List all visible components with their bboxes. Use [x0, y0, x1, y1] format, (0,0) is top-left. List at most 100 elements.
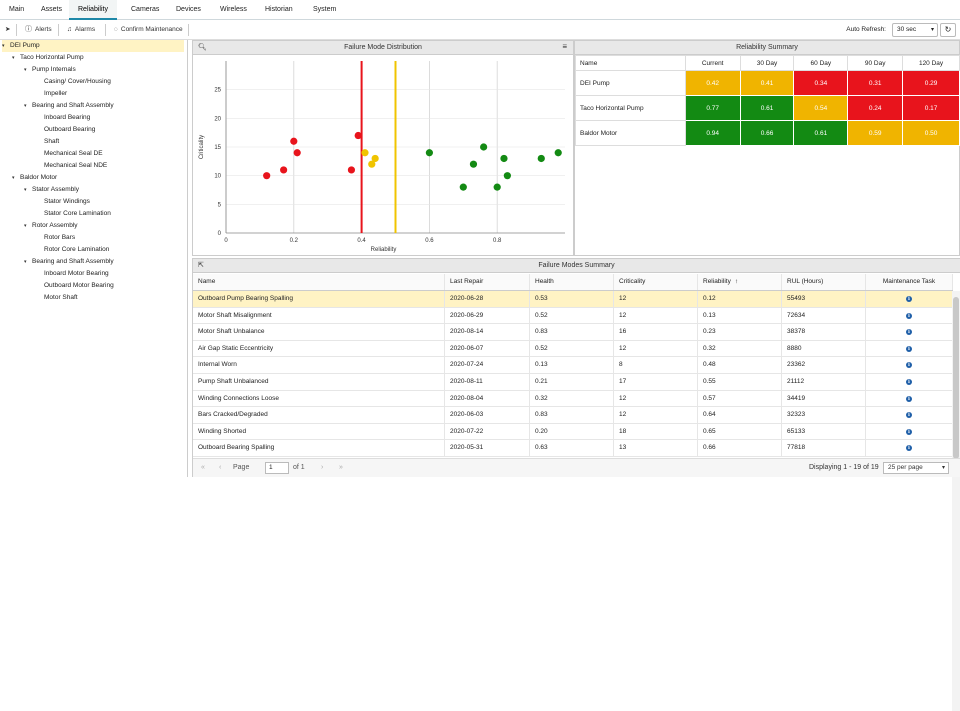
refresh-button[interactable]: ↻: [940, 23, 956, 37]
tab-main[interactable]: Main: [9, 6, 25, 13]
column-header[interactable]: Name: [193, 274, 445, 290]
tree-node[interactable]: Inboard Bearing: [36, 112, 90, 124]
next-page-icon[interactable]: ›: [321, 464, 324, 471]
locate-button[interactable]: ➤: [2, 23, 13, 37]
info-icon[interactable]: i: [906, 379, 912, 385]
tree-node[interactable]: ▾ DEI Pump: [2, 40, 184, 52]
tab-reliability[interactable]: Reliability: [69, 0, 117, 20]
sort-ascending-icon[interactable]: ↑: [734, 278, 739, 285]
expand-toggle-icon[interactable]: ▾: [12, 55, 15, 61]
tab-historian[interactable]: Historian: [265, 6, 293, 13]
tree-node[interactable]: Inboard Motor Bearing: [36, 268, 109, 280]
info-icon[interactable]: i: [906, 345, 912, 352]
bell-icon: ♫: [67, 26, 72, 33]
column-header[interactable]: 60 Day: [793, 55, 849, 71]
last-page-icon[interactable]: »: [339, 464, 343, 471]
info-icon[interactable]: i: [906, 445, 912, 452]
tab-devices[interactable]: Devices: [176, 6, 201, 13]
tree-node[interactable]: Stator Windings: [36, 196, 90, 208]
column-header[interactable]: Current: [684, 55, 741, 71]
tree-node[interactable]: Mechanical Seal NDE: [36, 160, 107, 172]
menu-icon[interactable]: ≡: [562, 42, 567, 51]
info-icon[interactable]: i: [906, 362, 912, 369]
x-tick-label: 0.6: [425, 238, 434, 244]
table-row[interactable]: DEI Pump 0.42 0.41 0.34 0.31 0.29: [575, 70, 960, 96]
column-header[interactable]: Reliability ↑: [698, 274, 782, 290]
table-row[interactable]: Internal Worn 2020-07-24 0.13 8 0.48 23362 i: [193, 357, 953, 374]
tree-node[interactable]: Rotor Core Lamination: [36, 244, 109, 256]
expand-icon[interactable]: ⇱: [198, 262, 204, 269]
table-row[interactable]: Motor Shaft Unbalance 2020-08-14 0.83 16 0.2…: [193, 324, 953, 341]
info-icon[interactable]: i: [906, 329, 912, 336]
tree-node[interactable]: ▾ Taco Horizontal Pump: [12, 52, 84, 64]
expand-toggle-icon[interactable]: ▾: [24, 223, 27, 229]
first-page-icon[interactable]: «: [201, 464, 205, 471]
tab-system[interactable]: System: [313, 6, 337, 13]
info-icon[interactable]: i: [906, 395, 912, 402]
tree-node[interactable]: ▾ Bearing and Shaft Assembly: [24, 256, 114, 268]
tab-cameras[interactable]: Cameras: [131, 6, 160, 13]
expand-toggle-icon[interactable]: ▾: [12, 175, 15, 181]
table-row[interactable]: Motor Shaft Misalignment 2020-06-29 0.52 12…: [193, 307, 953, 325]
tree-node-label: Outboard Bearing: [44, 126, 96, 133]
tree-node[interactable]: Rotor Bars: [36, 232, 75, 244]
info-icon[interactable]: i: [906, 412, 912, 419]
column-header[interactable]: Criticality: [614, 274, 698, 290]
expand-toggle-icon[interactable]: ▾: [24, 187, 27, 193]
alerts-button[interactable]: ⓘ Alerts: [22, 23, 55, 37]
expand-toggle-icon[interactable]: ▾: [24, 103, 27, 109]
tab-wireless[interactable]: Wireless: [220, 6, 247, 13]
column-header-label: Reliability: [703, 278, 731, 285]
table-cell: 2020-07-24: [445, 357, 530, 373]
table-row[interactable]: Winding Connections Loose 2020-08-04 0.32 1…: [193, 390, 953, 408]
tree-node[interactable]: Outboard Motor Bearing: [36, 280, 114, 292]
column-header[interactable]: Name: [575, 55, 686, 71]
tree-node[interactable]: Outboard Bearing: [36, 124, 95, 136]
failure-mode-distribution-panel: Failure Mode Distribution 🔍︎ ≡ 0 0.2 0.4 0.…: [192, 40, 574, 256]
column-header[interactable]: Maintenance Task: [866, 274, 953, 290]
column-header[interactable]: 90 Day: [847, 55, 904, 71]
column-header[interactable]: 120 Day: [902, 55, 960, 71]
table-row[interactable]: Winding Shorted 2020-07-22 0.20 18 0.65 65133…: [193, 423, 953, 441]
tree-node[interactable]: Casing/ Cover/Housing: [36, 76, 111, 88]
table-row[interactable]: Baldor Motor 0.94 0.66 0.61 0.59 0.50: [575, 120, 960, 146]
reliability-summary-title: Reliability Summary: [575, 41, 959, 55]
page-number-input[interactable]: 1: [265, 462, 289, 474]
tree-node[interactable]: ▾ Rotor Assembly: [24, 220, 78, 232]
table-row[interactable]: Taco Horizontal Pump 0.77 0.61 0.54 0.24 0.17: [575, 95, 960, 121]
failure-modes-summary-panel: Failure Modes Summary ⇱ Name Last Repair H…: [192, 258, 960, 711]
table-row[interactable]: Outboard Bearing Spalling 2020-05-31 0.63 1…: [193, 440, 953, 457]
per-page-select[interactable]: 25 per page ▾: [883, 462, 949, 474]
tree-node[interactable]: ▾ Bearing and Shaft Assembly: [24, 100, 114, 112]
column-header[interactable]: 30 Day: [739, 55, 795, 71]
tree-node[interactable]: Shaft: [36, 136, 59, 148]
scrollbar-thumb[interactable]: [953, 297, 959, 459]
alarms-button[interactable]: ♫ Alarms: [64, 23, 98, 37]
confirm-maintenance-button[interactable]: ◌ Confirm Maintenance: [111, 23, 186, 37]
column-header[interactable]: Last Repair: [445, 274, 530, 290]
column-header[interactable]: Health: [530, 274, 614, 290]
expand-toggle-icon[interactable]: ▾: [2, 43, 5, 49]
info-icon[interactable]: i: [906, 296, 912, 302]
tree-node[interactable]: ▾ Stator Assembly: [24, 184, 79, 196]
info-icon[interactable]: i: [906, 428, 912, 435]
expand-toggle-icon[interactable]: ▾: [24, 259, 27, 265]
tree-node[interactable]: Mechanical Seal DE: [36, 148, 103, 160]
tree-node[interactable]: Stator Core Lamination: [36, 208, 111, 220]
table-row[interactable]: Air Gap Static Eccentricity 2020-06-07 0.5…: [193, 340, 953, 358]
tree-node[interactable]: Impeller: [36, 88, 67, 100]
tree-node[interactable]: ▾ Baldor Motor: [12, 172, 57, 184]
info-icon[interactable]: i: [906, 312, 912, 319]
expand-toggle-icon[interactable]: ▾: [24, 67, 27, 73]
tab-assets[interactable]: Assets: [41, 6, 63, 13]
auto-refresh-select[interactable]: 30 sec ▾: [892, 23, 938, 37]
table-row[interactable]: Pump Shaft Unbalanced 2020-08-11 0.21 17 0.5…: [193, 374, 953, 391]
tree-node[interactable]: ▾ Pump Internals: [24, 64, 76, 76]
prev-page-icon[interactable]: ‹: [219, 464, 222, 471]
zoom-icon[interactable]: 🔍︎: [198, 44, 207, 51]
tree-node[interactable]: Motor Shaft: [36, 292, 78, 304]
table-row[interactable]: Outboard Pump Bearing Spalling 2020-06-28…: [193, 291, 953, 308]
table-scrollbar[interactable]: [952, 291, 960, 711]
column-header[interactable]: RUL (Hours): [782, 274, 866, 290]
table-row[interactable]: Bars Cracked/Degraded 2020-06-03 0.83 12 0.6…: [193, 407, 953, 424]
